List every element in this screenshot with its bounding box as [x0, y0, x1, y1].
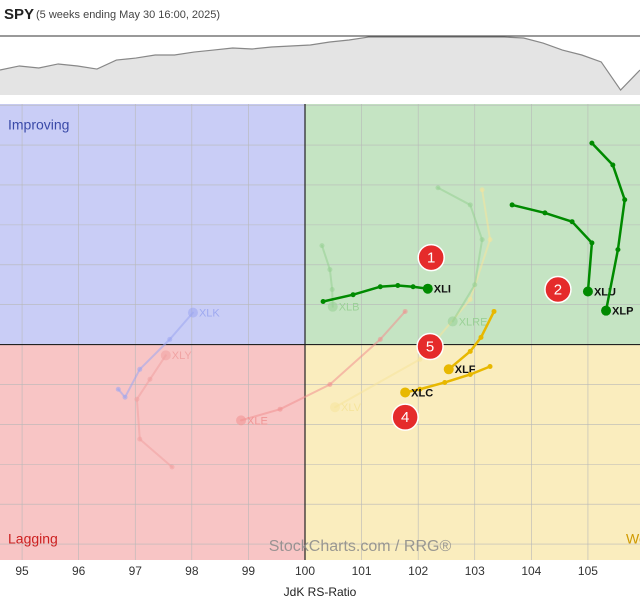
x-axis-title: JdK RS-Ratio	[284, 585, 357, 599]
tail-point	[479, 237, 485, 243]
tail-point	[589, 240, 595, 246]
tail-point	[395, 283, 401, 289]
tail-point	[487, 237, 493, 243]
tail-point	[467, 296, 473, 302]
series-label: XLU	[594, 286, 616, 298]
x-tick-label: 103	[465, 564, 485, 578]
tail-point	[569, 219, 575, 225]
tail-point	[478, 334, 484, 340]
quadrant-weakening	[305, 344, 640, 560]
x-tick-label: 96	[72, 564, 86, 578]
tail-point	[589, 140, 595, 146]
series-label: XLE	[247, 415, 268, 427]
tail-point	[435, 185, 441, 191]
annotation-badge	[416, 332, 444, 361]
tail-head	[327, 301, 338, 312]
quadrant-label: Lagging	[8, 531, 58, 547]
tail-point	[327, 267, 333, 273]
annotation-label: 2	[554, 281, 562, 298]
tail-head	[329, 402, 340, 413]
tail-head	[601, 305, 612, 316]
rrg-plot: Improving Lagging Weakening StockCharts.com…	[0, 104, 640, 560]
watermark: StockCharts.com / RRG®	[269, 538, 452, 555]
tail-point	[417, 386, 423, 392]
tail-point	[350, 292, 356, 298]
tail-point	[491, 308, 497, 314]
series-label: XLY	[172, 350, 193, 362]
annotation-label: 1	[427, 250, 435, 267]
tail-point	[329, 287, 335, 293]
tail-point	[467, 348, 473, 354]
tail-head	[160, 350, 171, 361]
quadrant-label: Improving	[8, 117, 69, 133]
tail-point	[377, 336, 383, 342]
x-tick-label: 95	[15, 564, 29, 578]
x-tick-label: 105	[578, 564, 598, 578]
tail-point	[509, 202, 515, 208]
x-tick-label: 101	[352, 564, 372, 578]
annotation-badge	[417, 243, 445, 272]
annotation-badge	[391, 403, 419, 431]
series-label: XLK	[199, 308, 220, 320]
series-label: XLV	[341, 402, 362, 414]
tail-point	[137, 366, 143, 372]
tail-point	[320, 298, 326, 304]
tail-point	[169, 464, 175, 470]
tail-point	[402, 308, 408, 314]
tail-point	[137, 436, 143, 442]
tail-head	[443, 364, 454, 375]
tail-point	[417, 356, 423, 362]
tail-point	[442, 379, 448, 385]
x-tick-label: 97	[129, 564, 143, 578]
tail-head	[582, 286, 593, 297]
spy-subtitle: (5 weeks ending May 30 16:00, 2025)	[36, 9, 220, 21]
annotation-badge	[544, 275, 572, 304]
tail-point	[167, 336, 173, 342]
quadrant-lagging	[0, 344, 306, 560]
annotation-label: 5	[426, 339, 434, 356]
x-tick-label: 99	[242, 564, 256, 578]
tail-point	[615, 247, 621, 253]
tail-point	[134, 396, 140, 402]
quadrant-label: Weakening	[626, 531, 640, 547]
tail-point	[472, 282, 478, 288]
series-label: XLB	[339, 302, 360, 314]
tail-point	[467, 371, 473, 377]
tail-line	[447, 310, 496, 371]
series-label: XLP	[612, 306, 633, 318]
annotation-label: 4	[401, 409, 409, 426]
tail-point	[467, 202, 473, 208]
series-label: XLRE	[459, 316, 488, 328]
tail-point	[115, 386, 121, 392]
tail-head	[400, 387, 411, 398]
tail-head	[236, 415, 247, 426]
tail-head	[447, 316, 458, 327]
tail-point	[610, 162, 616, 168]
spy-title: SPY	[4, 6, 34, 23]
tail-head	[422, 283, 433, 294]
x-tick-label: 102	[408, 564, 428, 578]
tail-point	[122, 394, 128, 400]
series-label: XLC	[411, 387, 433, 399]
spy-area	[0, 37, 640, 95]
tail-point	[542, 210, 548, 216]
tail-point	[410, 284, 416, 290]
tail-point	[147, 376, 153, 382]
tail-point	[319, 243, 325, 249]
tail-point	[277, 406, 283, 412]
quadrant-improving	[0, 104, 306, 345]
x-tick-label: 104	[521, 564, 541, 578]
tail-point	[622, 197, 628, 203]
x-tick-label: 98	[185, 564, 199, 578]
tail-point	[377, 284, 383, 290]
series-label: XLI	[434, 284, 451, 296]
tail-point	[327, 381, 333, 387]
tail-head	[187, 307, 198, 318]
spy-line	[0, 36, 640, 91]
x-tick-label: 100	[295, 564, 315, 578]
tail-point	[487, 364, 493, 370]
tail-point	[479, 187, 485, 193]
